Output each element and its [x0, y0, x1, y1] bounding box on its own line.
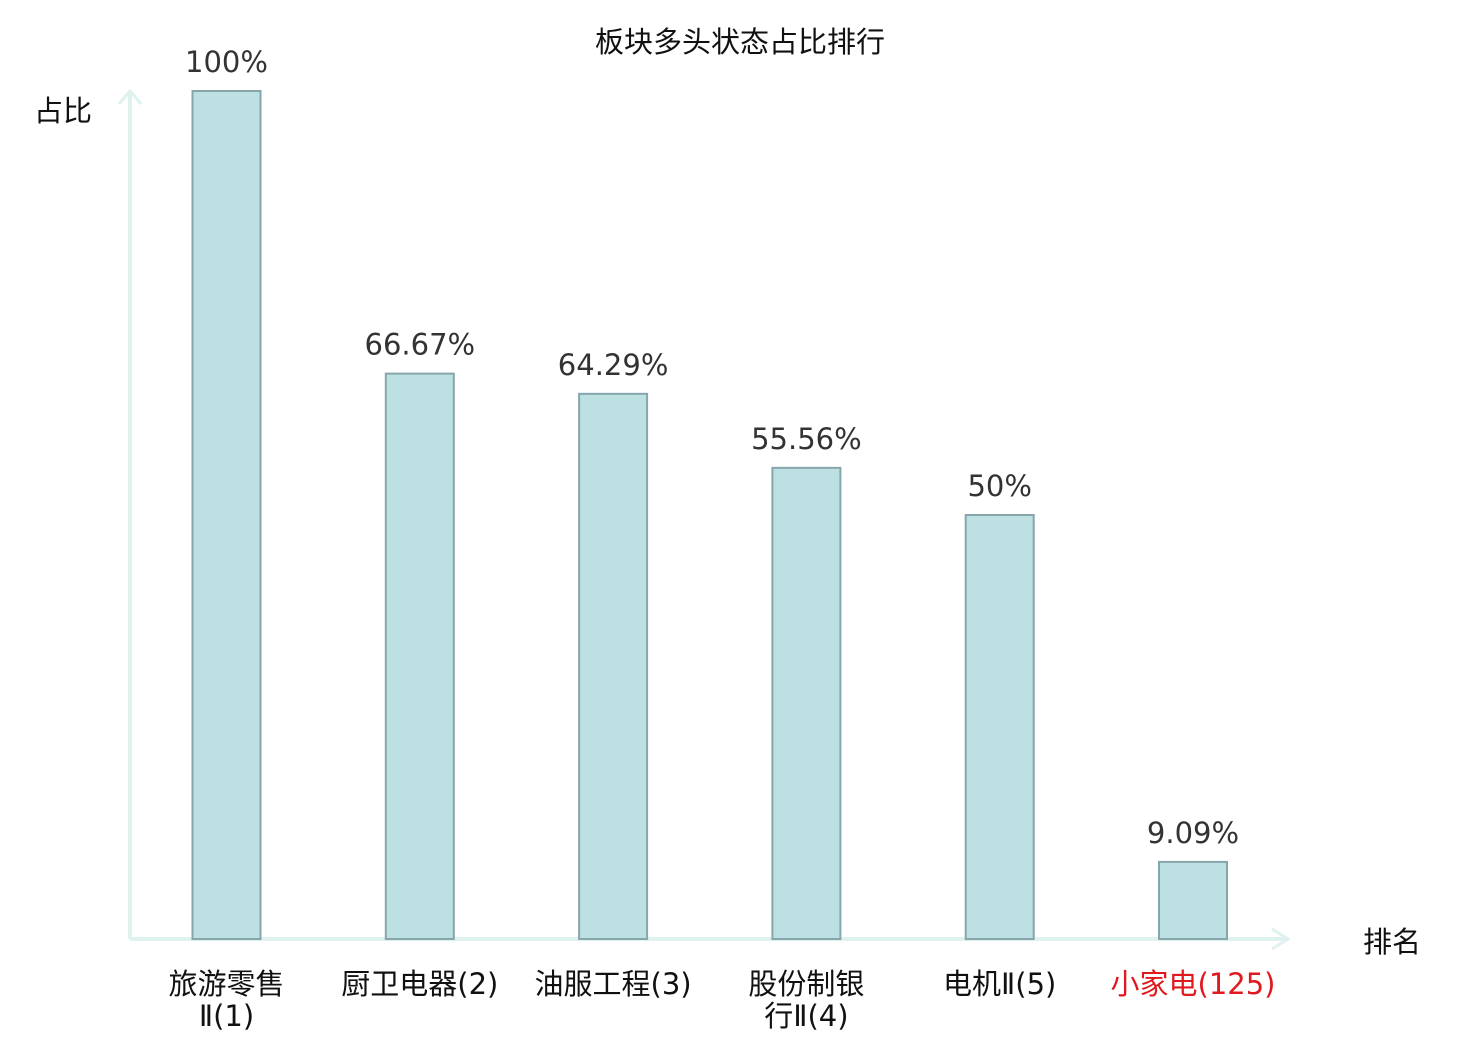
- category-label-2: 厨卫电器(2): [341, 967, 498, 1001]
- category-label-4-line-1: 股份制银: [748, 967, 864, 1001]
- value-label-3: 64.29%: [558, 348, 669, 382]
- category-label-4-line-2: 行Ⅱ(4): [764, 999, 848, 1033]
- y-axis-arrowhead: [117, 88, 143, 105]
- bar-4: [771, 466, 842, 940]
- bar-5: [964, 514, 1035, 940]
- category-label-1-line-2: Ⅱ(1): [199, 999, 254, 1033]
- bar-6: [1158, 860, 1228, 941]
- value-label-6: 9.09%: [1147, 816, 1239, 850]
- bar-3: [578, 392, 649, 940]
- bar-2: [384, 372, 455, 940]
- category-label-3: 油服工程(3): [535, 967, 692, 1001]
- category-label-5: 电机Ⅱ(5): [943, 967, 1056, 1001]
- x-axis-label: 排名: [1363, 925, 1421, 959]
- value-label-1: 100%: [185, 45, 268, 79]
- y-axis-label: 占比: [34, 94, 92, 128]
- category-label-6: 小家电(125): [1111, 967, 1276, 1001]
- value-label-5: 50%: [967, 469, 1031, 503]
- x-axis-arrowhead: [1271, 927, 1291, 951]
- bars-group: [191, 90, 1228, 941]
- axes: [117, 88, 1291, 951]
- value-label-2: 66.67%: [365, 328, 476, 362]
- bar-1: [191, 90, 262, 940]
- chart-title: 板块多头状态占比排行: [595, 25, 885, 59]
- value-label-4: 55.56%: [751, 422, 862, 456]
- category-label-1-line-1: 旅游零售: [168, 967, 284, 1001]
- value-labels-group: 100% 66.67% 64.29% 55.56% 50% 9.09%: [185, 45, 1239, 850]
